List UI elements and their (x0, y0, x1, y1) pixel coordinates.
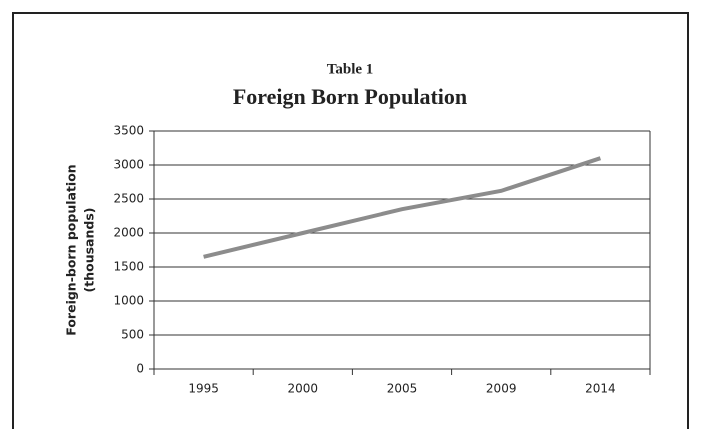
chart-title: Table 1 (327, 61, 374, 77)
y-tick-label: 2500 (113, 192, 144, 206)
y-tick-label: 2000 (113, 226, 144, 240)
y-tick-label: 500 (121, 328, 144, 342)
x-tick-label: 2005 (387, 382, 418, 396)
y-tick-label: 1500 (113, 260, 144, 274)
chart-subtitle: Foreign Born Population (233, 84, 467, 109)
frame (12, 12, 689, 429)
y-tick-label: 3000 (113, 158, 144, 172)
y-tick-label: 1000 (113, 294, 144, 308)
x-tick-label: 2009 (486, 382, 517, 396)
x-tick-label: 2000 (288, 382, 319, 396)
y-tick-label: 3500 (113, 124, 144, 138)
y-tick-label: 0 (136, 362, 144, 376)
x-tick-label: 2014 (585, 382, 616, 396)
y-axis-label: (thousands) (82, 208, 97, 293)
x-tick-label: 1995 (188, 382, 219, 396)
data-line (203, 156, 602, 259)
y-axis-label: Foreign-born population (64, 164, 79, 335)
